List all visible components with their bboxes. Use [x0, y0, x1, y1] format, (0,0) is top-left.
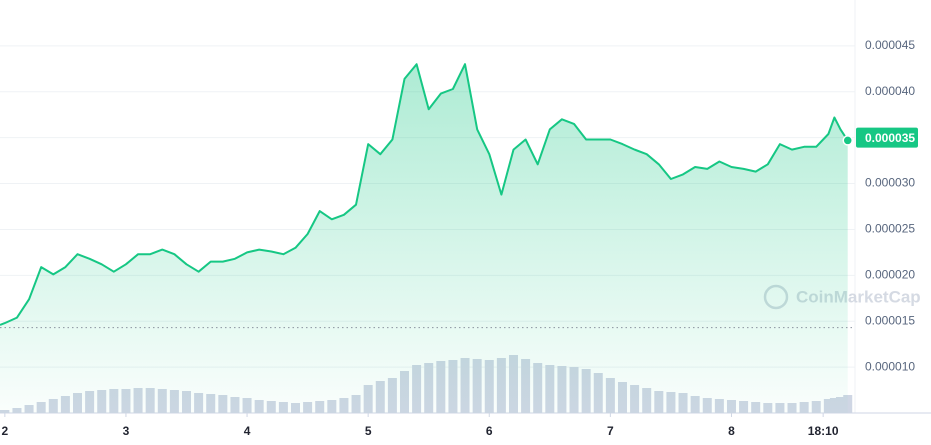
y-tick-label: 0.000010 [865, 359, 915, 373]
axis-labels: 0.000010 0.000015 0.000020 0.000025 0.000030… [2, 38, 918, 438]
x-tick-label: 6 [486, 424, 493, 438]
current-price-label: 0.000035 [865, 131, 915, 145]
price-line [0, 63, 849, 326]
volume-bar [843, 395, 853, 413]
x-tick-label: 18:10 [808, 424, 839, 438]
x-tick-label: 8 [728, 424, 735, 438]
y-tick-label: 0.000045 [865, 38, 915, 52]
plot [0, 63, 855, 413]
x-tick-label: 4 [244, 424, 251, 438]
x-tick-label: 7 [607, 424, 614, 438]
current-price-badge [856, 127, 918, 148]
y-tick-label: 0.000030 [865, 176, 915, 190]
price-area [0, 64, 848, 413]
y-tick-label: 0.000015 [865, 313, 915, 327]
x-tick-label: 5 [365, 424, 372, 438]
x-tick-label: 2 [2, 424, 9, 438]
last-point [842, 135, 853, 146]
y-tick-label: 0.000020 [865, 268, 915, 282]
x-tick-label: 3 [123, 424, 130, 438]
y-tick-label: 0.000040 [865, 84, 915, 98]
y-tick-label: 0.000025 [865, 222, 915, 236]
